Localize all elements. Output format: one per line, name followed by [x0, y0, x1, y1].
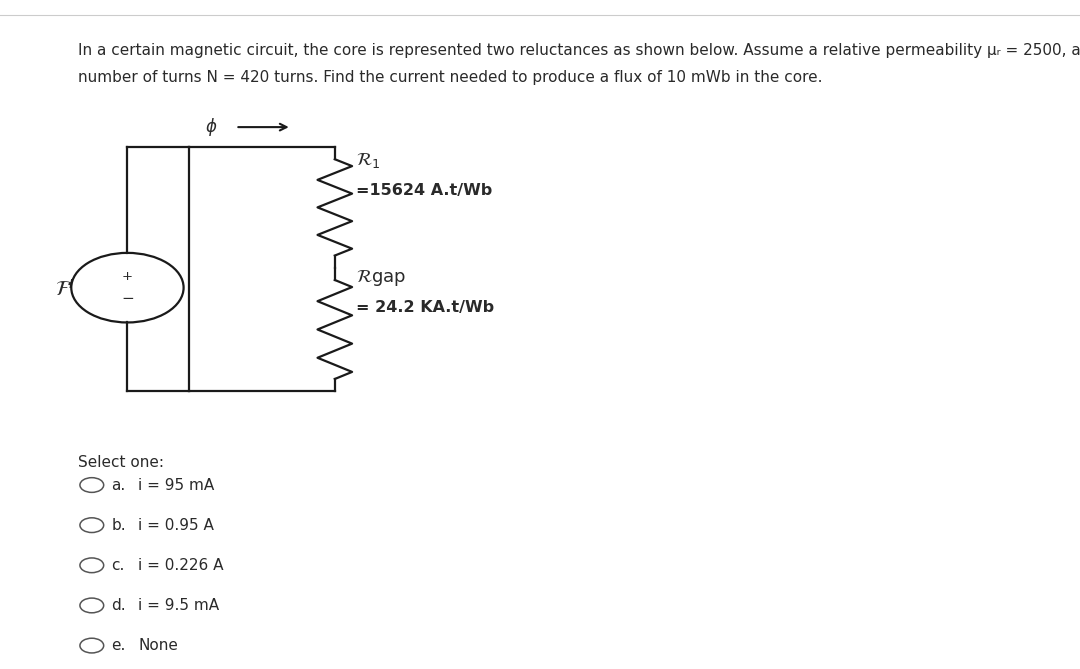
Text: +: + [122, 270, 133, 284]
Text: c.: c. [111, 558, 124, 573]
Text: $\phi$: $\phi$ [204, 116, 217, 138]
Text: =15624 A.t/Wb: =15624 A.t/Wb [356, 183, 492, 198]
Text: In a certain magnetic circuit, the core is represented two reluctances as shown : In a certain magnetic circuit, the core … [78, 43, 1080, 58]
Text: Select one:: Select one: [78, 455, 164, 470]
Text: i = 95 mA: i = 95 mA [138, 478, 215, 492]
Text: i = 0.95 A: i = 0.95 A [138, 518, 214, 533]
Text: e.: e. [111, 638, 125, 653]
Text: $\mathcal{R}_1$: $\mathcal{R}_1$ [356, 151, 381, 170]
Text: a.: a. [111, 478, 125, 492]
Text: = 24.2 KA.t/Wb: = 24.2 KA.t/Wb [356, 300, 495, 315]
Text: $\mathcal{R}$gap: $\mathcal{R}$gap [356, 268, 407, 288]
Text: number of turns N = 420 turns. Find the current needed to produce a flux of 10 m: number of turns N = 420 turns. Find the … [78, 70, 822, 85]
Text: d.: d. [111, 598, 126, 613]
Text: None: None [138, 638, 178, 653]
Text: i = 9.5 mA: i = 9.5 mA [138, 598, 219, 613]
Text: b.: b. [111, 518, 126, 533]
Text: i = 0.226 A: i = 0.226 A [138, 558, 224, 573]
Text: $\mathcal{F}$ᴵ: $\mathcal{F}$ᴵ [55, 279, 75, 299]
Text: −: − [121, 291, 134, 306]
